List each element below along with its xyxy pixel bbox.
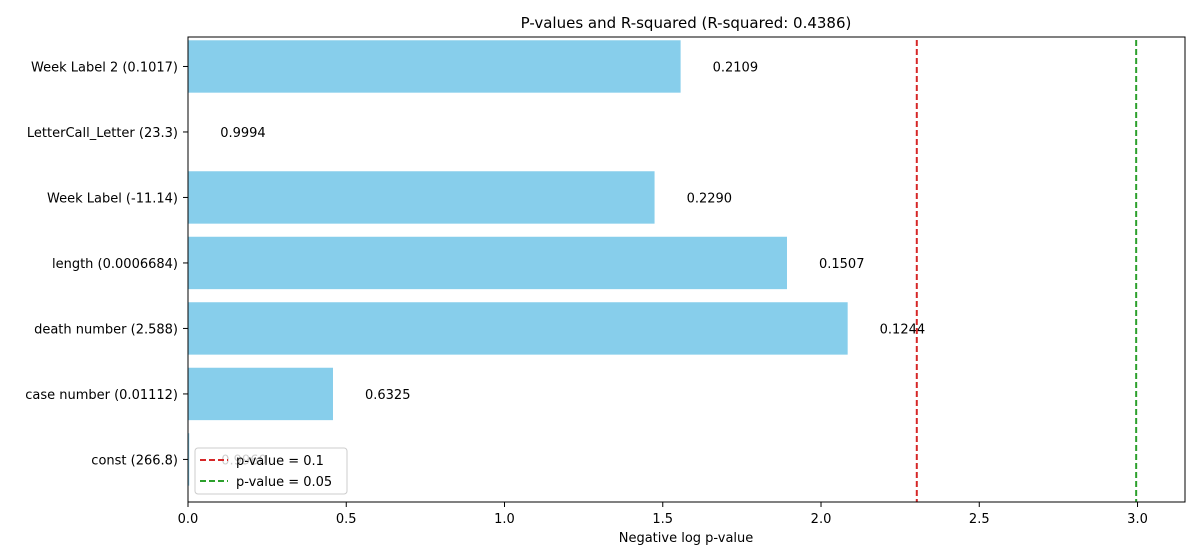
bar-value-label: 0.6325	[365, 388, 411, 403]
axes-layer: Week Label 2 (0.1017) LetterCall_Letter (…	[25, 36, 1186, 527]
x-axis-label: Negative log p-value	[619, 531, 754, 546]
bar-value-label: 0.1244	[880, 322, 926, 337]
y-tick-label: const (266.8)	[91, 453, 178, 468]
x-tick-label: 0.5	[336, 512, 357, 527]
x-tick-label: 3.0	[1127, 512, 1148, 527]
chart-title: P-values and R-squared (R-squared: 0.438…	[521, 14, 852, 32]
x-tick-label: 1.0	[494, 512, 515, 527]
bar-value-label: 0.1507	[819, 257, 865, 272]
bar	[188, 171, 655, 224]
y-tick-label: LetterCall_Letter (23.3)	[27, 126, 178, 141]
bar	[188, 236, 787, 290]
x-tick-label: 0.0	[178, 512, 199, 527]
y-tick-label: case number (0.01112)	[25, 388, 178, 403]
plot-frame	[187, 36, 1186, 503]
y-tick-label: Week Label (-11.14)	[47, 191, 178, 206]
y-tick-label: length (0.0006684)	[52, 257, 178, 272]
legend-entry-label: p-value = 0.05	[236, 475, 332, 490]
bar	[188, 40, 681, 93]
bar	[188, 367, 333, 421]
bar-value-label: 0.2290	[687, 191, 733, 206]
legend-entry-label: p-value = 0.1	[236, 454, 324, 469]
y-tick-label: death number (2.588)	[34, 322, 178, 337]
legend: p-value = 0.1 p-value = 0.05	[194, 447, 348, 495]
x-tick-label: 1.5	[652, 512, 673, 527]
bar	[188, 433, 190, 486]
reference-lines-layer	[915, 40, 1138, 502]
x-tick-label: 2.5	[969, 512, 990, 527]
legend-box	[194, 447, 348, 495]
y-tick-label: Week Label 2 (0.1017)	[31, 60, 178, 75]
bar-value-label: 0.2109	[713, 60, 759, 75]
bar	[188, 302, 848, 355]
bar-value-label: 0.9994	[220, 126, 266, 141]
x-tick-label: 2.0	[811, 512, 832, 527]
bars-layer: 0.21090.99940.22900.15070.12440.63250.99…	[188, 40, 926, 486]
